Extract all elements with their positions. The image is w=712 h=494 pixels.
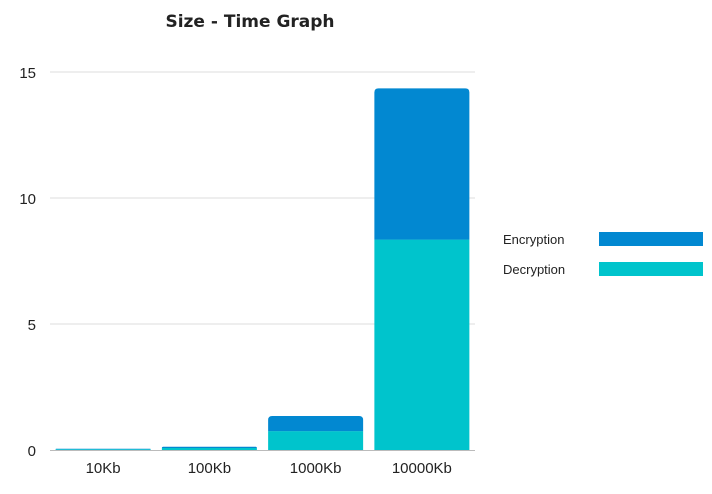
x-tick-label: 10Kb — [86, 460, 121, 477]
legend-swatch-decryption — [599, 262, 703, 276]
x-tick-label: 100Kb — [188, 460, 231, 477]
bar-encryption-10kb — [55, 448, 151, 450]
legend-swatch-encryption — [599, 232, 703, 246]
bar-decryption-10kb — [55, 449, 151, 450]
bar-encryption-100kb — [161, 446, 257, 448]
x-tick-label: 10000Kb — [392, 460, 452, 477]
bar-encryption-1000kb — [268, 415, 364, 432]
y-tick-label: 10 — [19, 191, 36, 208]
x-axis-ticks: 10Kb 100Kb 1000Kb 10000Kb — [86, 460, 452, 477]
bar-encryption-10000kb — [374, 88, 470, 240]
y-axis-ticks: 0 5 10 15 — [19, 65, 36, 460]
legend-label-decryption: Decryption — [503, 262, 565, 277]
bar-decryption-10000kb — [374, 239, 470, 450]
y-tick-label: 0 — [28, 443, 36, 460]
x-tick-label: 1000Kb — [290, 460, 342, 477]
chart-title: Size - Time Graph — [165, 12, 335, 32]
y-tick-label: 15 — [19, 65, 36, 82]
bar-decryption-100kb — [161, 447, 257, 450]
legend-label-encryption: Encryption — [503, 232, 564, 247]
bar-decryption-1000kb — [268, 431, 364, 450]
bars — [55, 88, 470, 450]
legend: Encryption Decryption — [503, 232, 703, 277]
y-tick-label: 5 — [28, 317, 36, 334]
